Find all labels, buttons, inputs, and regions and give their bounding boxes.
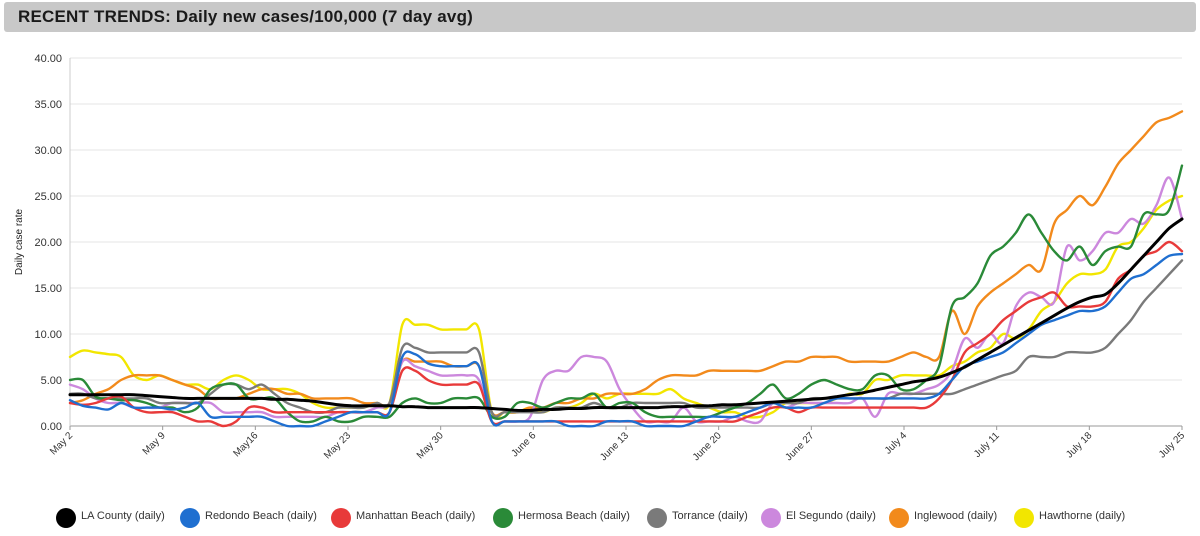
x-tick-label: June 27: [784, 430, 817, 463]
legend-swatch: [761, 508, 781, 528]
x-tick-label: July 11: [972, 430, 1002, 460]
legend-swatch: [331, 508, 351, 528]
y-tick-label: 20.00: [34, 237, 62, 249]
x-tick-label: July 18: [1064, 430, 1094, 460]
y-tick-label: 30.00: [34, 145, 62, 157]
x-tick-label: May 30: [415, 430, 446, 461]
legend-label: Torrance (daily): [672, 510, 748, 522]
x-tick-label: May 23: [322, 430, 353, 461]
x-tick-label: July 4: [883, 430, 910, 457]
y-tick-label: 10.00: [34, 329, 62, 341]
y-tick-label: 15.00: [34, 283, 62, 295]
series-line-5: [68, 259, 1184, 418]
legend-label: Hawthorne (daily): [1039, 510, 1126, 522]
legend-swatch: [493, 508, 513, 528]
y-tick-label: 40.00: [34, 53, 62, 65]
series-line-1: [68, 217, 1184, 412]
legend-swatch: [56, 508, 76, 528]
legend-label: Manhattan Beach (daily): [356, 510, 476, 522]
series-line-7: [68, 110, 1184, 417]
y-tick-label: 25.00: [34, 191, 62, 203]
series-line-4: [68, 164, 1184, 424]
legend-label: Redondo Beach (daily): [205, 510, 317, 522]
legend-swatch: [889, 508, 909, 528]
x-tick-label: June 20: [691, 430, 724, 463]
x-tick-label: May 2: [48, 430, 75, 457]
x-tick-label: May 9: [141, 430, 168, 457]
chart-title: RECENT TRENDS: Daily new cases/100,000 (…: [18, 7, 474, 26]
y-tick-label: 0.00: [41, 421, 62, 433]
y-tick-label: 5.00: [41, 375, 62, 387]
x-tick-label: May16: [231, 430, 260, 459]
legend-label: Hermosa Beach (daily): [518, 510, 630, 522]
legend-label: Inglewood (daily): [914, 510, 998, 522]
series-line-6: [68, 176, 1184, 426]
x-tick-label: July 25: [1157, 430, 1187, 460]
legend-swatch: [180, 508, 200, 528]
series-line-2: [68, 252, 1184, 428]
line-chart: 0.00 5.00 10.00 15.00 20.00 25.00 30.00 35.00 40…: [14, 53, 1187, 463]
x-tick-label: June 13: [598, 430, 631, 463]
legend-swatch: [647, 508, 667, 528]
y-tick-label: 35.00: [34, 99, 62, 111]
chart-title-bar: RECENT TRENDS: Daily new cases/100,000 (…: [4, 2, 1196, 32]
legend-label: El Segundo (daily): [786, 510, 876, 522]
y-axis-label: Daily case rate: [14, 208, 25, 275]
legend-label: LA County (daily): [81, 510, 165, 522]
x-tick-label: June 6: [509, 430, 538, 459]
chart-legend: LA County (daily) Redondo Beach (daily) Ma…: [0, 507, 1200, 529]
legend-swatch: [1014, 508, 1034, 528]
